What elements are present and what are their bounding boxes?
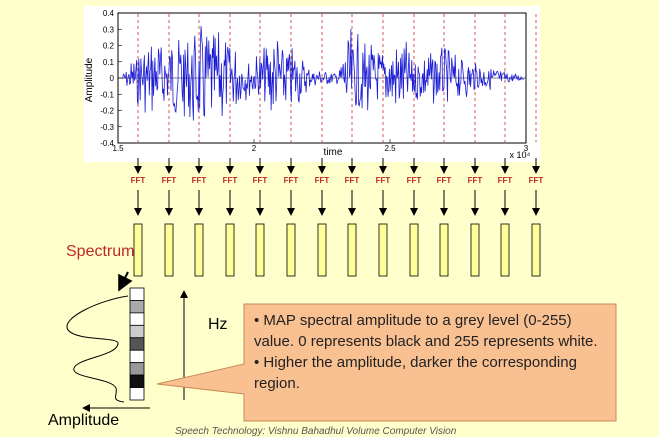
- fft-label: FFT: [468, 176, 483, 185]
- speech-signal: [121, 26, 524, 121]
- grey-cell: [129, 312, 145, 326]
- spectrum-bar: [164, 223, 174, 277]
- spectrum-label: Spectrum: [66, 243, 135, 260]
- spectrum-bar: [317, 223, 327, 277]
- spectrum-bar: [133, 223, 143, 277]
- fft-label: FFT: [192, 176, 207, 185]
- grey-cell: [129, 324, 145, 339]
- x-tick-label: 3: [524, 144, 529, 153]
- x-tick-label: 2.5: [384, 144, 396, 153]
- note-text: • MAP spectral amplitude to a grey level…: [244, 304, 616, 421]
- grey-cell: [129, 374, 145, 388]
- fft-label: FFT: [131, 176, 146, 185]
- spectrum-bar: [409, 223, 419, 277]
- fft-label: FFT: [253, 176, 268, 185]
- x-axis-label: time: [324, 147, 343, 158]
- spectrum-bar: [347, 223, 357, 277]
- caption: Speech Technology: Vishnu Bahadhul Volum…: [175, 426, 457, 437]
- y-ticks: 0.4 0.3 0.2 0.1 0 -0.1 -0.2 -0.3 -0.4: [100, 9, 122, 148]
- spectrum-bar: [286, 223, 296, 277]
- grey-cell: [129, 349, 145, 364]
- y-tick-label: -0.4: [100, 139, 114, 148]
- grey-level-column: [129, 287, 145, 401]
- grey-cell: [129, 337, 145, 351]
- y-tick-label: -0.1: [100, 90, 114, 99]
- spectrum-bar: [194, 223, 204, 277]
- grey-cell: [129, 287, 145, 301]
- spectrum-bar: [500, 223, 510, 277]
- spectrum-arrow: [118, 271, 133, 292]
- fft-label: FFT: [315, 176, 330, 185]
- waveform-plot: 0.4 0.3 0.2 0.1 0 -0.1 -0.2 -0.3 -0.4 1.5 2 2.5 3 A…: [84, 6, 540, 162]
- spectrum-bar: [439, 223, 449, 277]
- fft-label: FFT: [529, 176, 544, 185]
- fft-label: FFT: [223, 176, 238, 185]
- y-tick-label: 0.1: [103, 58, 115, 67]
- spectrum-curve: [66, 295, 129, 403]
- grey-cell: [129, 387, 145, 401]
- y-tick-label: 0.3: [103, 25, 115, 34]
- fft-label: FFT: [498, 176, 513, 185]
- fft-label: FFT: [407, 176, 422, 185]
- fft-label: FFT: [284, 176, 299, 185]
- amplitude-label: Amplitude: [48, 412, 120, 429]
- x-ticks: 1.5 2 2.5 3: [112, 139, 529, 153]
- fft-columns: FFT FFT FFT FFT FFT FFT FFT FFT FFT FFT FFT FFT FFT F…: [131, 158, 544, 277]
- y-axis-label: Amplitude: [84, 57, 95, 102]
- spectrum-bar: [225, 223, 235, 277]
- y-tick-label: 0: [110, 74, 115, 83]
- fft-label: FFT: [437, 176, 452, 185]
- y-tick-label: -0.2: [100, 107, 114, 116]
- spectrum-bar: [531, 223, 541, 277]
- spectrum-bar: [470, 223, 480, 277]
- grey-cell: [129, 300, 145, 314]
- spectrum-bar: [378, 223, 388, 277]
- fft-label: FFT: [345, 176, 360, 185]
- note-line-2: • Higher the amplitude, darker the corre…: [254, 354, 577, 392]
- fft-label: FFT: [376, 176, 391, 185]
- x-tick-label: 2: [252, 144, 257, 153]
- note-callout: [156, 303, 617, 422]
- x-exponent-label: x 10⁴: [510, 150, 531, 160]
- spectrum-bar: [255, 223, 265, 277]
- note-line-1: • MAP spectral amplitude to a grey level…: [254, 312, 598, 350]
- y-tick-label: 0.4: [103, 9, 115, 18]
- x-tick-label: 1.5: [112, 144, 124, 153]
- y-tick-label: 0.2: [103, 42, 115, 51]
- grey-cell: [129, 362, 145, 376]
- fft-label: FFT: [162, 176, 177, 185]
- hz-label: Hz: [208, 316, 228, 333]
- y-tick-label: -0.3: [100, 123, 114, 132]
